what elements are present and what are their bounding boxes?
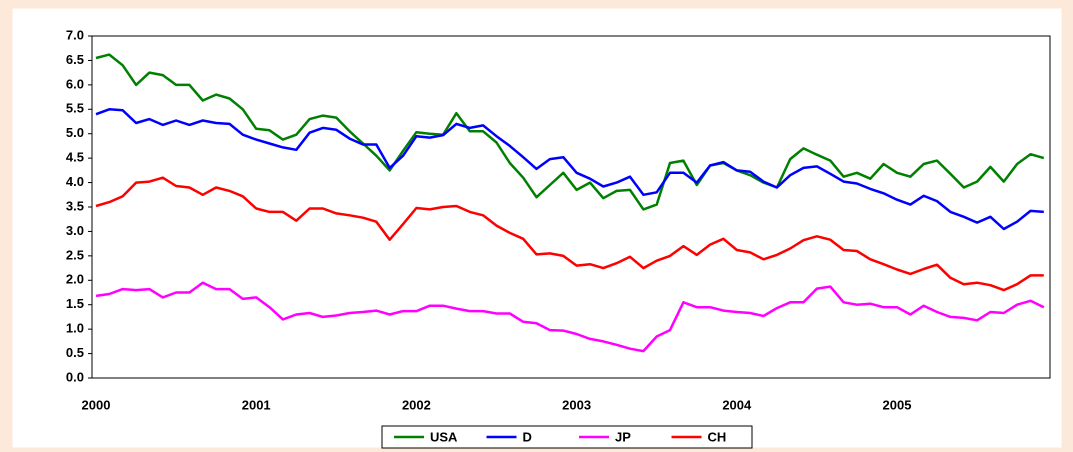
legend-label: JP xyxy=(615,429,631,444)
plot-area xyxy=(91,35,1051,379)
y-tick-label: 3.5 xyxy=(66,198,84,213)
y-tick-label: 1.0 xyxy=(66,321,84,336)
series-line xyxy=(95,108,1044,231)
y-tick-label: 0.5 xyxy=(66,345,84,360)
series-line xyxy=(95,281,1045,353)
x-tick-label: 2001 xyxy=(242,397,271,412)
y-tick-label: 6.0 xyxy=(66,76,84,91)
x-tick-label: 2000 xyxy=(82,397,111,412)
legend-box xyxy=(381,425,753,449)
x-tick-label: 2005 xyxy=(883,397,912,412)
legend-label: CH xyxy=(708,429,727,444)
y-tick-label: 6.5 xyxy=(66,52,84,67)
x-tick-label: 2002 xyxy=(402,397,431,412)
x-tick-label: 2004 xyxy=(722,397,752,412)
y-tick-label: 2.5 xyxy=(66,247,84,262)
y-tick-label: 4.5 xyxy=(66,150,84,165)
y-tick-label: 1.5 xyxy=(66,296,84,311)
legend-label: D xyxy=(523,429,532,444)
y-tick-label: 5.0 xyxy=(66,125,84,140)
y-tick-label: 4.0 xyxy=(66,174,84,189)
series-line xyxy=(95,176,1044,292)
y-tick-label: 3.0 xyxy=(66,223,84,238)
series-line xyxy=(95,53,1045,211)
legend-label: USA xyxy=(430,429,458,444)
x-tick-label: 2003 xyxy=(562,397,591,412)
y-tick-label: 2.0 xyxy=(66,272,84,287)
y-tick-label: 7.0 xyxy=(66,27,84,42)
y-tick-label: 5.5 xyxy=(66,101,84,116)
y-tick-label: 0.0 xyxy=(66,369,84,384)
